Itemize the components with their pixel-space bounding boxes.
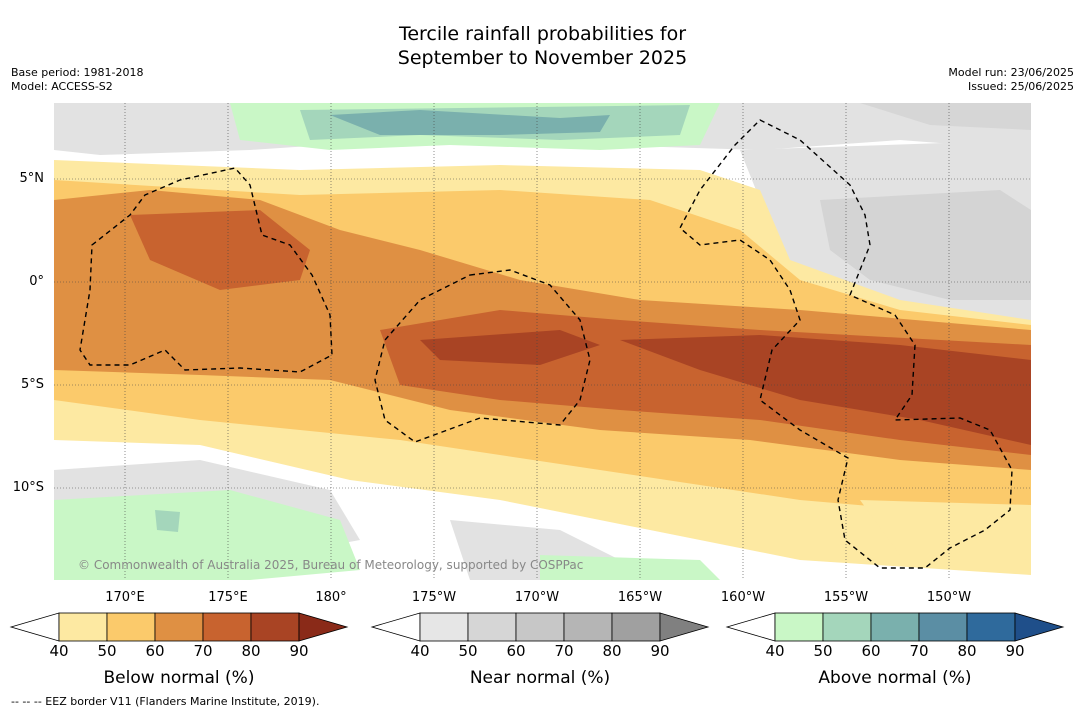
colorbar-below-bin-4 xyxy=(202,612,252,642)
colorbar-near-title: Near normal (%) xyxy=(469,668,611,688)
issued-text: Issued: 25/06/2025 xyxy=(967,80,1074,93)
colorbar-above-bin-1 xyxy=(774,612,824,642)
below-tick-50: 50 xyxy=(97,642,117,660)
colorbar-above-bin-3 xyxy=(870,612,920,642)
colorbar-near-max-arrow xyxy=(659,612,710,642)
colorbar-near-bin-3 xyxy=(515,612,565,642)
below-tick-60: 60 xyxy=(145,642,165,660)
lon-label-175e: 175°E xyxy=(208,590,248,605)
lon-label-170w: 170°W xyxy=(514,590,560,605)
colorbar-near-min-arrow xyxy=(370,612,421,642)
lon-label-150w: 150°W xyxy=(926,590,972,605)
lon-label-180: 180° xyxy=(315,590,347,605)
above-tick-70: 70 xyxy=(909,642,929,660)
above-tick-50: 50 xyxy=(813,642,833,660)
colorbar-near xyxy=(370,612,710,642)
above-tick-40: 40 xyxy=(765,642,785,660)
colorbar-below-bin-2 xyxy=(106,612,156,642)
meta-right: Model run: 23/06/2025 Issued: 25/06/2025 xyxy=(948,66,1074,94)
lon-label-165w: 165°W xyxy=(617,590,663,605)
above-tick-60: 60 xyxy=(861,642,881,660)
colorbar-above-bin-4 xyxy=(918,612,968,642)
colorbar-above xyxy=(725,612,1065,642)
base-period-text: Base period: 1981-2018 xyxy=(11,66,144,79)
probability-field xyxy=(54,103,1031,580)
lon-label-170e: 170°E xyxy=(105,590,145,605)
copyright-text: © Commonwealth of Australia 2025, Bureau… xyxy=(78,558,584,572)
map-title: Tercile rainfall probabilities for Septe… xyxy=(0,22,1085,70)
eez-footer-note: -- -- -- EEZ border V11 (Flanders Marine… xyxy=(11,695,320,708)
colorbar-below-title: Below normal (%) xyxy=(103,668,255,688)
below-tick-90: 90 xyxy=(289,642,309,660)
near-tick-60: 60 xyxy=(506,642,526,660)
meta-left: Base period: 1981-2018 Model: ACCESS-S2 xyxy=(11,66,143,94)
below-tick-40: 40 xyxy=(49,642,69,660)
colorbar-below xyxy=(9,612,349,642)
lat-label-5n: 5°N xyxy=(19,171,45,186)
eez-borders xyxy=(79,119,1013,569)
colorbar-above-max-arrow xyxy=(1014,612,1065,642)
above-tick-80: 80 xyxy=(957,642,977,660)
colorbar-above-min-arrow xyxy=(725,612,776,642)
colorbar-below-min-arrow xyxy=(9,612,60,642)
colorbar-near-bin-5 xyxy=(611,612,661,642)
lon-label-175w: 175°W xyxy=(411,590,457,605)
near-tick-80: 80 xyxy=(602,642,622,660)
model-run-text: Model run: 23/06/2025 xyxy=(948,66,1074,79)
colorbar-near-bin-1 xyxy=(419,612,469,642)
lat-label-5s: 5°S xyxy=(20,377,44,392)
near-tick-70: 70 xyxy=(554,642,574,660)
near-tick-50: 50 xyxy=(458,642,478,660)
near-tick-40: 40 xyxy=(410,642,430,660)
colorbar-below-max-arrow xyxy=(298,612,349,642)
colorbar-below-bin-3 xyxy=(154,612,204,642)
title-line-1: Tercile rainfall probabilities for xyxy=(398,23,687,45)
model-text: Model: ACCESS-S2 xyxy=(11,80,113,93)
above-tick-90: 90 xyxy=(1005,642,1025,660)
graticule xyxy=(54,103,1031,580)
colorbar-below-bin-1 xyxy=(58,612,108,642)
near-tick-90: 90 xyxy=(650,642,670,660)
title-line-2: September to November 2025 xyxy=(397,47,688,69)
below-tick-70: 70 xyxy=(193,642,213,660)
lon-label-155w: 155°W xyxy=(823,590,869,605)
below-tick-80: 80 xyxy=(241,642,261,660)
colorbar-near-bin-4 xyxy=(563,612,613,642)
lat-label-10s: 10°S xyxy=(12,480,44,495)
lat-label-0: 0° xyxy=(29,274,44,289)
colorbar-below-bin-5 xyxy=(250,612,300,642)
colorbar-above-bin-2 xyxy=(822,612,872,642)
lon-label-160w: 160°W xyxy=(720,590,766,605)
colorbar-above-title: Above normal (%) xyxy=(818,668,972,688)
colorbar-above-bin-5 xyxy=(966,612,1016,642)
colorbar-near-bin-2 xyxy=(467,612,517,642)
